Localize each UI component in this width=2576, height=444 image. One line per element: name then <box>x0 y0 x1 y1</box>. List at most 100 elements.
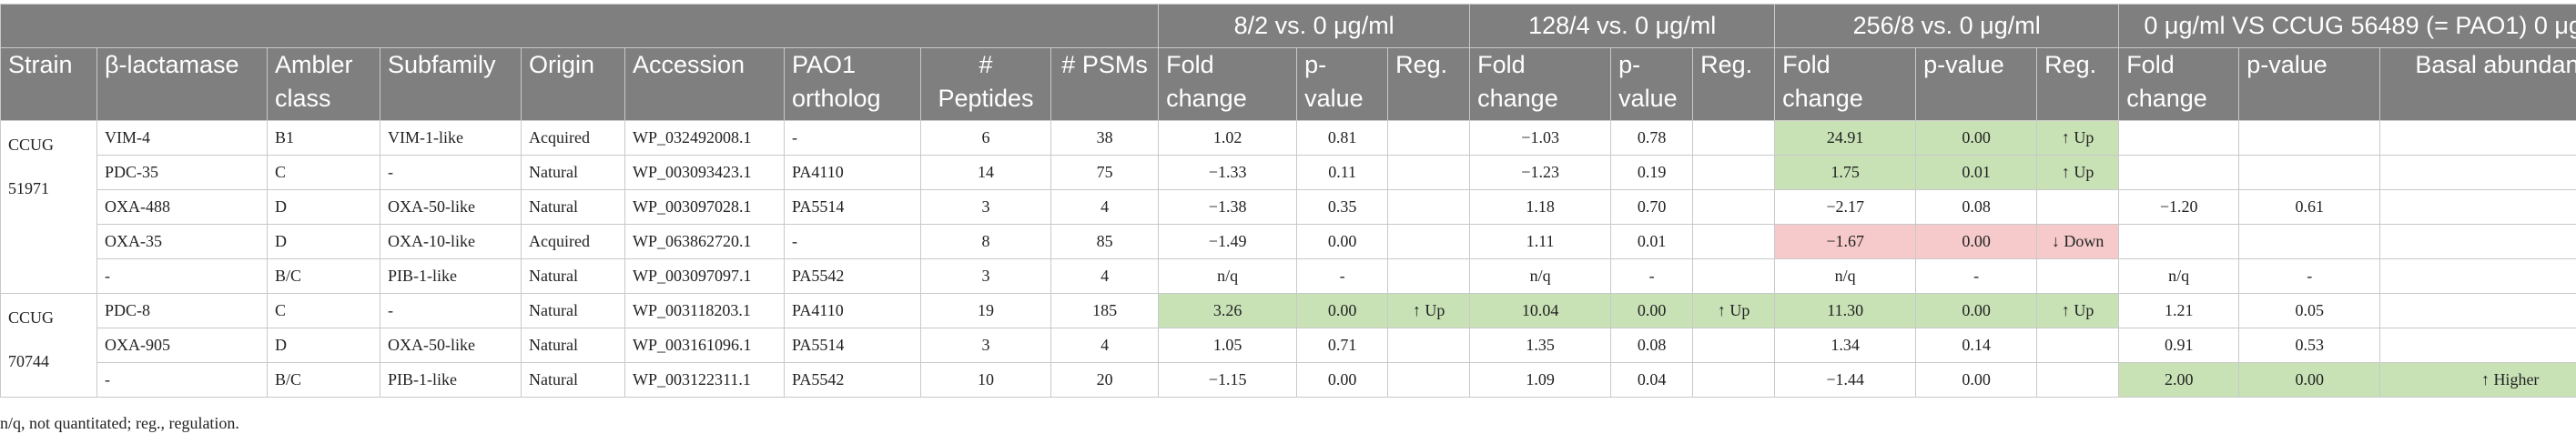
fold-change-cell: −2.17 <box>1774 189 1917 225</box>
strain-cell: CCUG 51971 <box>0 120 97 294</box>
accession-cell: WP_003097097.1 <box>624 258 785 294</box>
fold-change-cell: 11.30 <box>1774 293 1917 328</box>
fold-change-cell: −1.15 <box>1158 362 1298 398</box>
fold-change-cell: 3.26 <box>1158 293 1298 328</box>
col-subfamily: Subfamily <box>380 47 522 121</box>
pao1-cell: - <box>784 120 921 156</box>
p-value-cell: 0.00 <box>1296 293 1389 328</box>
peptides-cell: 3 <box>920 328 1051 363</box>
fold-change-cell: 1.21 <box>2118 293 2240 328</box>
p-value-cell: 0.08 <box>1610 328 1694 363</box>
fold-change-cell: −1.33 <box>1158 155 1298 190</box>
fold-change-cell: 1.05 <box>1158 328 1298 363</box>
subfamily-cell: OXA-50-like <box>380 189 522 225</box>
accession-cell: WP_003122311.1 <box>624 362 785 398</box>
fold-change-cell: 1.34 <box>1774 328 1917 363</box>
p-value-cell: 0.35 <box>1296 189 1389 225</box>
p-value-cell <box>2238 155 2381 190</box>
accession-cell: WP_063862720.1 <box>624 224 785 259</box>
ambler-cell: C <box>267 293 380 328</box>
p-value-cell: 0.19 <box>1610 155 1694 190</box>
header-group-row: 8/2 vs. 0 μg/ml 128/4 vs. 0 μg/ml 256/8 … <box>0 4 2576 48</box>
fold-change-cell: 1.35 <box>1469 328 1612 363</box>
fold-change-cell: −1.67 <box>1774 224 1917 259</box>
subfamily-cell: PIB-1-like <box>380 362 522 398</box>
peptides-cell: 10 <box>920 362 1051 398</box>
p-value-cell: 0.00 <box>1296 224 1389 259</box>
header-group-128-4: 128/4 vs. 0 μg/ml <box>1469 4 1776 48</box>
subfamily-cell: OXA-50-like <box>380 328 522 363</box>
fold-change-cell: −1.38 <box>1158 189 1298 225</box>
p-value-cell: - <box>1610 258 1694 294</box>
fold-change-cell <box>2118 155 2240 190</box>
basal-abundance-cell <box>2379 224 2576 259</box>
psms-cell: 85 <box>1050 224 1160 259</box>
p-value-cell: 0.78 <box>1610 120 1694 156</box>
fold-change-cell: −1.23 <box>1469 155 1612 190</box>
col-accession: Accession <box>624 47 785 121</box>
col-strain: Strain <box>0 47 97 121</box>
fold-change-cell: 1.18 <box>1469 189 1612 225</box>
reg-cell <box>1692 224 1776 259</box>
origin-cell: Natural <box>521 293 625 328</box>
blactamase-cell: - <box>96 258 268 294</box>
peptides-cell: 6 <box>920 120 1051 156</box>
basal-abundance-cell <box>2379 328 2576 363</box>
table-row: OXA-35 D OXA-10-like Acquired WP_0638627… <box>1 224 2576 259</box>
p-value-cell: 0.04 <box>1610 362 1694 398</box>
p-value-cell: 0.00 <box>1296 362 1389 398</box>
table-body: CCUG 51971 VIM-4 B1 VIM-1-like Acquired … <box>0 120 2576 398</box>
table-row: - B/C PIB-1-like Natural WP_003097097.1 … <box>1 258 2576 294</box>
fold-change-cell: 2.00 <box>2118 362 2240 398</box>
ambler-cell: D <box>267 189 380 225</box>
p-value-cell: - <box>2238 258 2381 294</box>
reg-cell <box>1692 258 1776 294</box>
table-row: CCUG 51971 VIM-4 B1 VIM-1-like Acquired … <box>0 120 2576 294</box>
strain-cell: CCUG 70744 <box>0 293 97 398</box>
reg-cell <box>1387 189 1471 225</box>
origin-cell: Natural <box>521 258 625 294</box>
p-value-cell <box>2238 224 2381 259</box>
col-p-value-1: p-value <box>1296 47 1389 121</box>
basal-abundance-cell: ↑ Higher <box>2379 362 2576 398</box>
reg-cell <box>1387 328 1471 363</box>
col-p-value-4: p-value <box>2238 47 2381 121</box>
col-peptides: # Peptides <box>920 47 1051 121</box>
p-value-cell: 0.00 <box>1915 362 2038 398</box>
p-value-cell: 0.00 <box>2238 362 2381 398</box>
pao1-cell: PA5542 <box>784 258 921 294</box>
col-p-value-2: p-value <box>1610 47 1694 121</box>
fold-change-cell: −1.44 <box>1774 362 1917 398</box>
origin-cell: Natural <box>521 189 625 225</box>
fold-change-cell: −1.20 <box>2118 189 2240 225</box>
ambler-cell: B1 <box>267 120 380 156</box>
col-psms: # PSMs <box>1050 47 1160 121</box>
p-value-cell: - <box>1296 258 1389 294</box>
peptides-cell: 3 <box>920 189 1051 225</box>
psms-cell: 4 <box>1050 328 1160 363</box>
fold-change-cell: 1.02 <box>1158 120 1298 156</box>
ambler-cell: B/C <box>267 362 380 398</box>
fold-change-cell: 0.91 <box>2118 328 2240 363</box>
col-fold-change-4: Fold change <box>2118 47 2240 121</box>
header-group-empty <box>0 4 1160 48</box>
reg-cell <box>1387 155 1471 190</box>
subfamily-cell: OXA-10-like <box>380 224 522 259</box>
psms-cell: 4 <box>1050 258 1160 294</box>
fold-change-cell: n/q <box>1774 258 1917 294</box>
p-value-cell: 0.71 <box>1296 328 1389 363</box>
pao1-cell: - <box>784 224 921 259</box>
psms-cell: 185 <box>1050 293 1160 328</box>
header-group-256-8: 256/8 vs. 0 μg/ml <box>1774 4 2120 48</box>
peptides-cell: 14 <box>920 155 1051 190</box>
pao1-cell: PA4110 <box>784 293 921 328</box>
peptides-cell: 3 <box>920 258 1051 294</box>
reg-cell: ↑ Up <box>2036 155 2120 190</box>
origin-cell: Acquired <box>521 224 625 259</box>
blactamase-cell: OXA-488 <box>96 189 268 225</box>
fold-change-cell: −1.03 <box>1469 120 1612 156</box>
p-value-cell: 0.61 <box>2238 189 2381 225</box>
p-value-cell: 0.00 <box>1610 293 1694 328</box>
reg-cell <box>1692 120 1776 156</box>
fold-change-cell <box>2118 224 2240 259</box>
